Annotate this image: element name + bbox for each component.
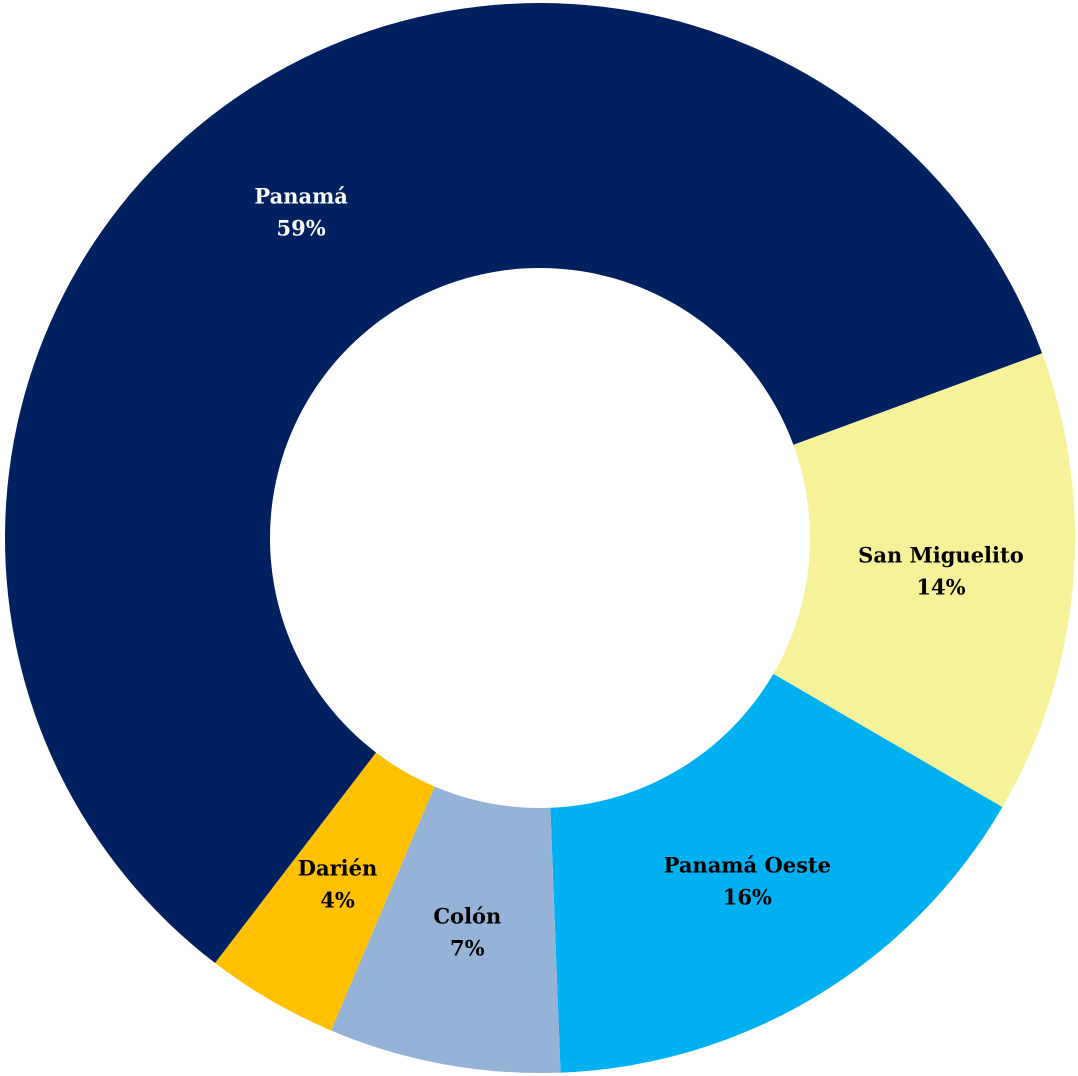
donut-slice <box>773 353 1075 808</box>
donut-slice <box>330 786 561 1073</box>
slice-category-label: Panamá <box>254 184 348 209</box>
donut-slice <box>215 752 435 1031</box>
slice-category-label: Darién <box>298 855 378 880</box>
slice-category-label: Colón <box>433 903 501 928</box>
slice-category-label: Panamá Oeste <box>664 853 831 878</box>
slice-value-label: 59% <box>277 216 326 241</box>
slice-value-label: 16% <box>723 885 772 910</box>
donut-slice <box>550 673 1003 1073</box>
slice-category-label: San Miguelito <box>858 543 1024 568</box>
donut-slice <box>5 3 1043 964</box>
slice-value-label: 4% <box>320 887 355 912</box>
slice-value-label: 14% <box>916 575 965 600</box>
slice-value-label: 7% <box>450 935 485 960</box>
